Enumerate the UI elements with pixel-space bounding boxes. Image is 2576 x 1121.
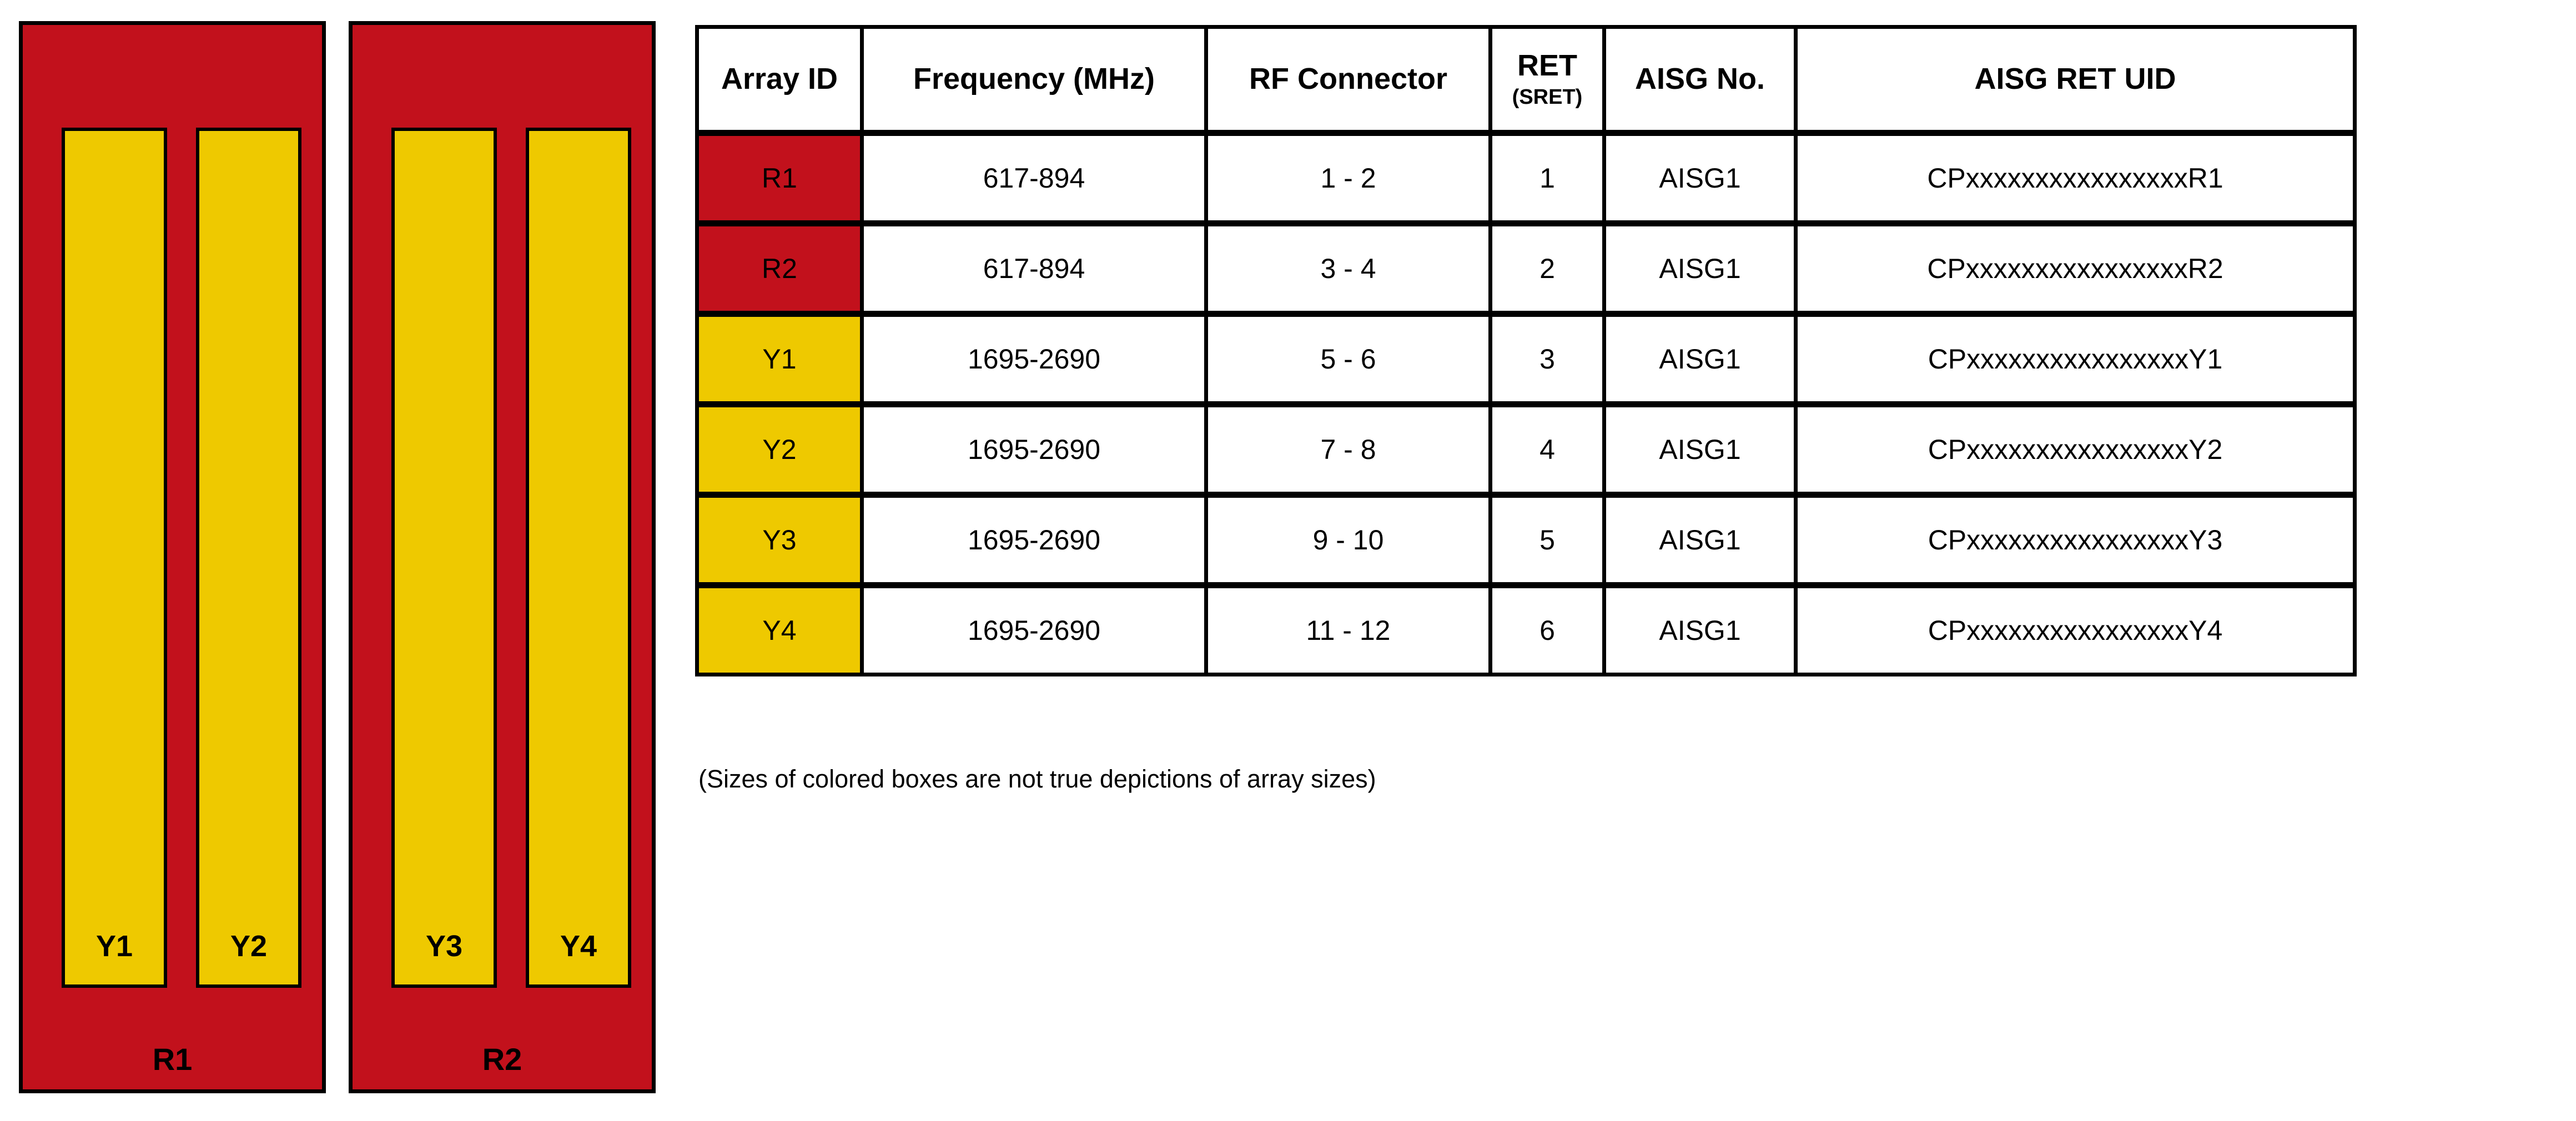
col-header-aisg-ret-uid: AISG RET UID bbox=[1794, 25, 2357, 136]
cell-array-id: R1 bbox=[695, 130, 864, 226]
array-box-y4: Y4 bbox=[526, 128, 631, 988]
cell-frequency: 617-894 bbox=[860, 130, 1208, 226]
cell-aisg-ret-uid: CPxxxxxxxxxxxxxxxxR1 bbox=[1794, 130, 2357, 226]
cell-rf-connector: 9 - 10 bbox=[1204, 492, 1492, 588]
cell-array-id: Y4 bbox=[695, 582, 864, 676]
cell-array-id: R2 bbox=[695, 220, 864, 317]
col-header-ret-sub: (SRET) bbox=[1512, 85, 1583, 109]
table-row-y4: Y4 1695-2690 11 - 12 6 AISG1 CPxxxxxxxxx… bbox=[695, 582, 2357, 676]
table-row-y2: Y2 1695-2690 7 - 8 4 AISG1 CPxxxxxxxxxxx… bbox=[695, 401, 2357, 498]
cell-rf-connector: 5 - 6 bbox=[1204, 311, 1492, 407]
table-row-r1: R1 617-894 1 - 2 1 AISG1 CPxxxxxxxxxxxxx… bbox=[695, 130, 2357, 226]
cell-ret: 5 bbox=[1488, 492, 1606, 588]
cell-ret: 6 bbox=[1488, 582, 1606, 676]
cell-aisg-no: AISG1 bbox=[1602, 220, 1798, 317]
cell-frequency: 1695-2690 bbox=[860, 492, 1208, 588]
cell-aisg-ret-uid: CPxxxxxxxxxxxxxxxxY4 bbox=[1794, 582, 2357, 676]
cell-frequency: 1695-2690 bbox=[860, 401, 1208, 498]
table-row-r2: R2 617-894 3 - 4 2 AISG1 CPxxxxxxxxxxxxx… bbox=[695, 220, 2357, 317]
cell-frequency: 617-894 bbox=[860, 220, 1208, 317]
col-header-frequency: Frequency (MHz) bbox=[860, 25, 1208, 136]
array-label-y1: Y1 bbox=[95, 930, 133, 963]
cell-rf-connector: 3 - 4 bbox=[1204, 220, 1492, 317]
col-header-ret-main: RET bbox=[1517, 49, 1577, 83]
cell-array-id: Y1 bbox=[695, 311, 864, 407]
cell-aisg-no: AISG1 bbox=[1602, 130, 1798, 226]
cell-array-id: Y3 bbox=[695, 492, 864, 588]
array-box-y1: Y1 bbox=[62, 128, 167, 988]
cell-array-id: Y2 bbox=[695, 401, 864, 498]
panel-label-r1: R1 bbox=[152, 1042, 193, 1077]
cell-aisg-ret-uid: CPxxxxxxxxxxxxxxxxY3 bbox=[1794, 492, 2357, 588]
cell-aisg-ret-uid: CPxxxxxxxxxxxxxxxxY1 bbox=[1794, 311, 2357, 407]
cell-aisg-no: AISG1 bbox=[1602, 311, 1798, 407]
array-spec-table: Array ID Frequency (MHz) RF Connector RE… bbox=[695, 25, 2357, 676]
cell-aisg-no: AISG1 bbox=[1602, 582, 1798, 676]
array-label-y3: Y3 bbox=[425, 930, 463, 963]
table-header-row: Array ID Frequency (MHz) RF Connector RE… bbox=[695, 25, 2357, 136]
cell-aisg-ret-uid: CPxxxxxxxxxxxxxxxxR2 bbox=[1794, 220, 2357, 317]
array-box-y2: Y2 bbox=[196, 128, 301, 988]
cell-ret: 2 bbox=[1488, 220, 1606, 317]
cell-frequency: 1695-2690 bbox=[860, 311, 1208, 407]
array-panel-r2: Y3 Y4 R2 bbox=[349, 21, 656, 1093]
table-row-y1: Y1 1695-2690 5 - 6 3 AISG1 CPxxxxxxxxxxx… bbox=[695, 311, 2357, 407]
cell-ret: 1 bbox=[1488, 130, 1606, 226]
cell-aisg-no: AISG1 bbox=[1602, 401, 1798, 498]
array-label-y4: Y4 bbox=[560, 930, 597, 963]
cell-aisg-no: AISG1 bbox=[1602, 492, 1798, 588]
cell-rf-connector: 11 - 12 bbox=[1204, 582, 1492, 676]
col-header-aisg-no: AISG No. bbox=[1602, 25, 1798, 136]
cell-rf-connector: 1 - 2 bbox=[1204, 130, 1492, 226]
col-header-ret: RET (SRET) bbox=[1488, 25, 1606, 136]
col-header-rf-connector: RF Connector bbox=[1204, 25, 1492, 136]
size-disclaimer-note: (Sizes of colored boxes are not true dep… bbox=[698, 765, 1376, 793]
array-spec-table-wrapper: Array ID Frequency (MHz) RF Connector RE… bbox=[695, 25, 2357, 676]
cell-ret: 3 bbox=[1488, 311, 1606, 407]
panel-label-r2: R2 bbox=[482, 1042, 522, 1077]
array-box-y3: Y3 bbox=[391, 128, 497, 988]
col-header-array-id: Array ID bbox=[695, 25, 864, 136]
cell-frequency: 1695-2690 bbox=[860, 582, 1208, 676]
cell-rf-connector: 7 - 8 bbox=[1204, 401, 1492, 498]
array-panel-r1: Y1 Y2 R1 bbox=[19, 21, 326, 1093]
table-row-y3: Y3 1695-2690 9 - 10 5 AISG1 CPxxxxxxxxxx… bbox=[695, 492, 2357, 588]
cell-ret: 4 bbox=[1488, 401, 1606, 498]
array-label-y2: Y2 bbox=[230, 930, 268, 963]
cell-aisg-ret-uid: CPxxxxxxxxxxxxxxxxY2 bbox=[1794, 401, 2357, 498]
